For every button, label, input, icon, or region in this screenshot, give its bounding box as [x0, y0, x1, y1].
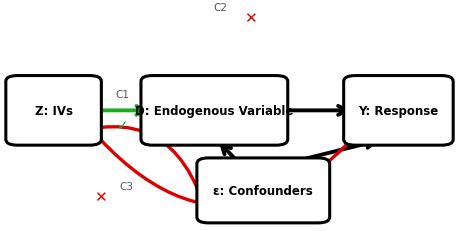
Text: ε: Confounders: ε: Confounders [213, 184, 313, 197]
Text: C3: C3 [120, 181, 134, 191]
Text: ✕: ✕ [244, 11, 257, 25]
Text: Z: IVs: Z: IVs [34, 104, 73, 117]
FancyBboxPatch shape [197, 158, 329, 223]
FancyBboxPatch shape [343, 76, 453, 146]
FancyBboxPatch shape [141, 76, 288, 146]
Text: C2: C2 [213, 3, 227, 13]
Text: ✕: ✕ [94, 189, 107, 204]
FancyBboxPatch shape [6, 76, 102, 146]
Text: D: Endogenous Variable: D: Endogenous Variable [135, 104, 294, 117]
Text: Y: Response: Y: Response [358, 104, 439, 117]
Text: C1: C1 [115, 89, 129, 99]
Text: ✓: ✓ [117, 119, 128, 133]
